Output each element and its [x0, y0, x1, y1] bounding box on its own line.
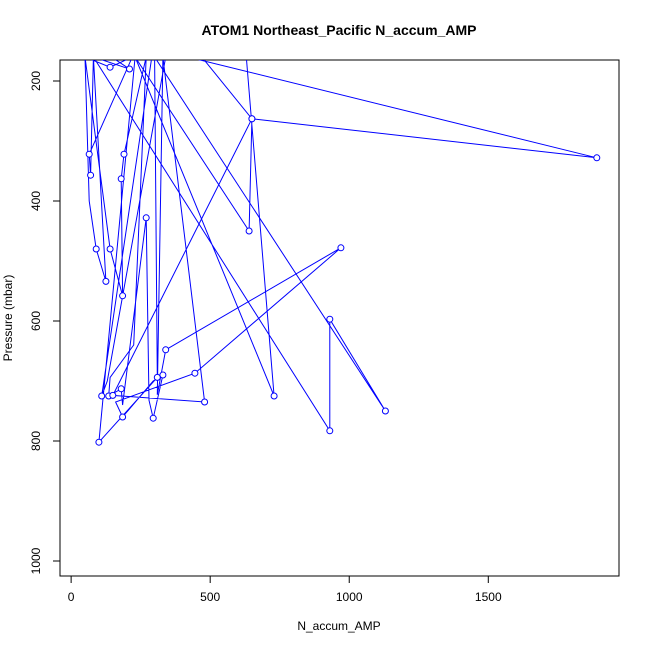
data-point [270, 392, 278, 400]
y-axis-label: Pressure (mbar) [1, 275, 15, 362]
x-tick-label: 1000 [336, 590, 363, 604]
x-tick-label: 1500 [475, 590, 502, 604]
y-tick-label: 800 [29, 431, 43, 451]
series-line [84, 60, 597, 444]
data-point [326, 427, 334, 435]
data-point [120, 150, 128, 158]
data-point [92, 245, 100, 253]
data-point [162, 346, 170, 354]
data-point [153, 373, 161, 381]
data-point [95, 438, 103, 446]
data-point [106, 245, 114, 253]
data-point [85, 150, 93, 158]
data-point [109, 391, 117, 399]
plot-area [84, 60, 601, 446]
y-tick-label: 600 [29, 311, 43, 331]
data-point [191, 369, 199, 377]
data-point [201, 398, 209, 406]
data-point [337, 244, 345, 252]
data-point [102, 277, 110, 285]
x-tick-label: 0 [68, 590, 75, 604]
data-point [159, 371, 167, 379]
data-point [326, 315, 334, 323]
data-point [381, 407, 389, 415]
data-point [149, 414, 157, 422]
data-point [106, 63, 114, 71]
data-point [119, 413, 127, 421]
x-axis-label: N_accum_AMP [297, 619, 380, 633]
data-point [142, 214, 150, 222]
data-point [245, 227, 253, 235]
data-point [119, 292, 127, 300]
y-axis: 200 400 600 800 1000 [29, 71, 61, 574]
data-point [126, 65, 133, 73]
data-point [248, 115, 256, 123]
chart-title: ATOM1 Northeast_Pacific N_accum_AMP [202, 22, 477, 38]
y-tick-label: 400 [29, 191, 43, 211]
data-point [87, 171, 95, 179]
x-tick-label: 500 [200, 590, 220, 604]
y-tick-label: 200 [29, 71, 43, 91]
data-point [117, 385, 125, 393]
data-point [98, 392, 106, 400]
x-axis: 0 500 1000 1500 [68, 575, 502, 604]
data-point [593, 154, 601, 162]
y-tick-label: 1000 [29, 547, 43, 574]
data-point [117, 175, 125, 183]
